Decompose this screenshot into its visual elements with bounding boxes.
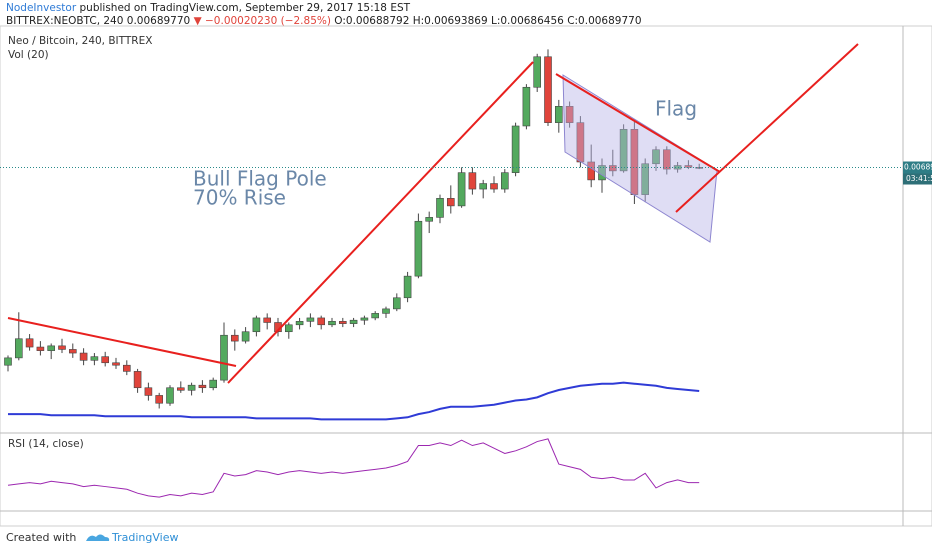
candle-body [652,149,660,165]
countdown-label: 03:41:50 [906,174,932,183]
candle-body [176,387,185,391]
candle-body [122,364,131,372]
candle-body [187,384,196,391]
candle-body [609,165,617,172]
annotation: Bull Flag Pole [193,167,327,191]
candle-body [338,321,347,324]
candle-body [619,129,628,172]
last: 0.00689770 [127,15,190,27]
footer-created: Created with [6,531,76,544]
candle-body [166,387,174,404]
candle-body [306,317,315,322]
candle-body [36,346,45,351]
candle-body [522,86,531,127]
candle-body [79,352,88,361]
candle-body [490,183,498,190]
candle-body [382,308,390,314]
candle-body [500,172,509,190]
price-tag [903,161,932,174]
countdown-tag [903,173,932,185]
candle-body [47,345,55,351]
chart-title: Neo / Bitcoin, 240, BITTREX [8,35,152,47]
candle-body [68,349,77,354]
change: −0.00020230 (−2.85%) [205,15,331,27]
candle-body [252,317,261,333]
candle-body [4,357,12,366]
candle-body [90,356,99,361]
candle-body [663,149,671,170]
logo [86,534,110,541]
flag-channel [562,74,718,243]
candle-body [641,163,650,195]
header-line2: BITTREX:NEOBTC, 240 0.00689770 ▼ −0.0002… [6,15,642,27]
pole-line [227,61,534,384]
candle-body [468,172,477,190]
flag-line [555,73,721,173]
footer-brand[interactable]: TradingView [111,531,178,544]
candle-body [403,275,412,299]
candle-body [230,334,239,342]
candles [4,49,704,409]
rsi-line [7,438,700,498]
candle-body [198,384,207,389]
candle-body [295,321,304,326]
candle-body [220,334,228,381]
candle-body [371,313,379,319]
candle-body [479,183,487,190]
candle-body [360,317,369,321]
candle-body [101,356,109,364]
candle-body [533,56,541,88]
price-tag-label: 0.00689770 [904,163,932,172]
symbol: BITTREX:NEOBTC, 240 [6,15,123,27]
candle-body [446,198,455,207]
trend-line [7,317,237,367]
candle-body [25,338,34,348]
candle-body [392,297,401,310]
candle-body [241,331,250,342]
annotation: Flag [655,97,697,121]
volume-ma-line [7,381,700,421]
rsi-legend: RSI (14, close) [8,438,84,450]
low: L:0.00686456 [491,15,564,27]
candle-body [425,217,433,222]
candle-body [414,220,423,277]
annotation: 70% Rise [193,186,286,210]
candle-body [14,338,23,359]
candle-body [133,371,142,389]
candle-body [144,387,153,396]
candle-body [155,395,163,404]
down-arrow: ▼ [194,15,203,27]
candle-body [554,106,563,123]
candle-body [58,345,66,350]
candle-body [112,362,120,366]
volume [7,381,700,421]
candle-body [565,106,574,123]
close: C:0.00689770 [567,15,641,27]
author[interactable]: NodeInvestor [6,2,77,14]
open: O:0.00688792 [334,15,409,27]
candle-body [328,321,336,326]
candle-body [349,319,358,324]
overlay: 0.00689770 03:41:50 [0,161,932,185]
candle-body [209,379,217,389]
candle-body [317,317,325,326]
chart-frame [0,25,932,527]
breakout-line [675,43,859,213]
candle-body [684,165,693,168]
candle-body [284,324,293,333]
candle-body [436,198,444,218]
published: published on TradingView.com, September … [80,2,411,14]
candle-body [511,125,520,173]
header-line1: NodeInvestor published on TradingView.co… [6,2,411,14]
candle-body [544,56,552,123]
volume-legend: Vol (20) [8,49,49,61]
candle-body [263,317,271,323]
high: H:0.00693869 [413,15,488,27]
candle-body [457,172,466,207]
rsi-band [7,438,700,498]
